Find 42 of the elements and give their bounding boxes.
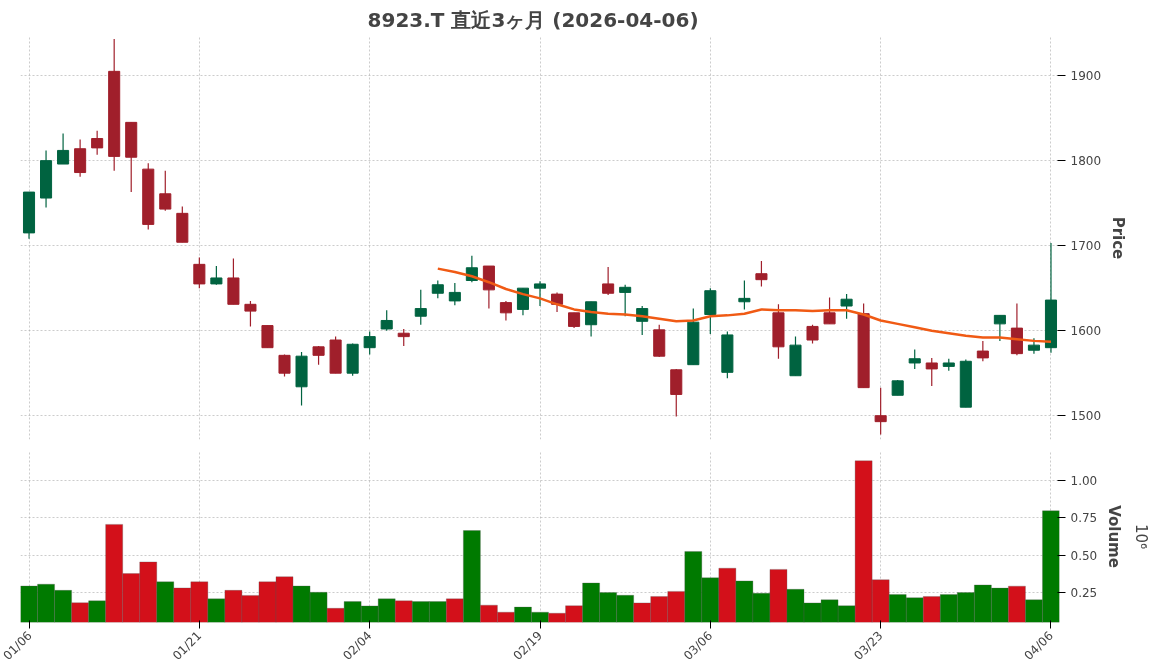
- candlestick: [414, 289, 427, 326]
- candlestick: [91, 130, 104, 156]
- y-tick-label: 1.00: [1070, 473, 1098, 488]
- candlestick: [823, 296, 836, 325]
- y-axis-title: Volume: [1105, 505, 1124, 568]
- candlestick: [278, 353, 291, 378]
- y-tick-label: 0.75: [1070, 511, 1098, 526]
- candlestick: [806, 324, 819, 345]
- chart-title: 8923.T 直近3ヶ月 (2026-04-06): [367, 7, 699, 32]
- y-tick-label: 1900: [1070, 69, 1102, 84]
- candlestick: [448, 282, 461, 306]
- candlestick: [738, 279, 751, 311]
- y-tick-label: 1800: [1070, 154, 1102, 169]
- candlestick: [499, 300, 512, 322]
- candlestick: [874, 387, 887, 435]
- candlestick: [976, 340, 989, 362]
- y-tick-label: 1500: [1070, 409, 1102, 424]
- candlestick: [210, 265, 223, 286]
- candlestick: [74, 138, 87, 178]
- y-tick-label: 1600: [1070, 324, 1102, 339]
- candlestick: [704, 287, 717, 335]
- candlestick: [193, 256, 206, 289]
- candlestick: [925, 357, 938, 387]
- candlestick: [363, 330, 376, 356]
- text: 10⁶: [1131, 523, 1150, 550]
- candlestick: [908, 348, 921, 370]
- candlestick: [57, 132, 70, 165]
- candlestick: [993, 314, 1006, 342]
- candlestick: [159, 170, 172, 212]
- y-tick-label: 0.25: [1070, 586, 1098, 601]
- candlestick: [533, 280, 547, 307]
- y-axis-title: Price: [1109, 216, 1128, 260]
- candlestick: [755, 260, 768, 288]
- candlestick: [244, 300, 257, 328]
- candlestick: [482, 265, 495, 310]
- line-series: [436, 267, 1053, 343]
- y-tick-label: 0.50: [1070, 548, 1098, 563]
- candlestick: [261, 324, 274, 349]
- candlestick: [602, 266, 615, 296]
- candlestick: [380, 309, 393, 332]
- y-tick-label: 1700: [1070, 239, 1102, 254]
- candlestick: [840, 293, 853, 320]
